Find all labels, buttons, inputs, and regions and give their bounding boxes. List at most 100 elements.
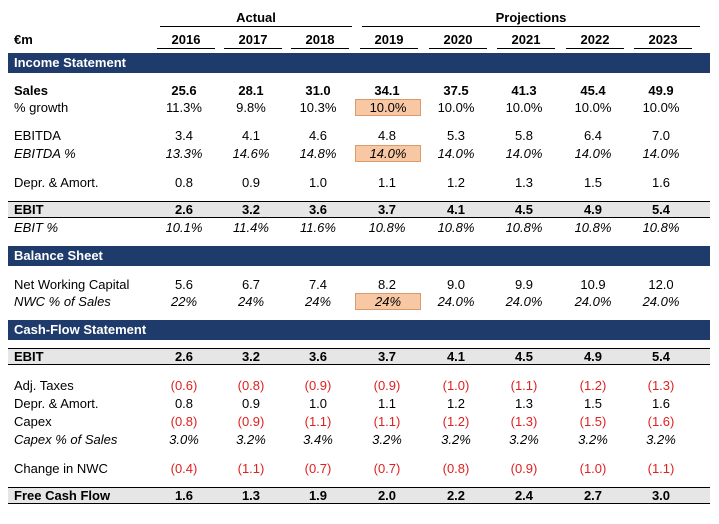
cell-2019: 10.8% <box>368 220 406 235</box>
cell-2017: 14.6% <box>232 146 270 161</box>
cell-2019: 1.1 <box>377 175 397 190</box>
cell-2022: 6.4 <box>583 128 603 143</box>
cell-2017: 28.1 <box>238 83 264 98</box>
row-label: Net Working Capital <box>14 277 130 292</box>
cell-2019: (0.9) <box>373 378 401 393</box>
cell-2018: 11.6% <box>300 220 336 235</box>
cell-2016: 2.6 <box>174 202 194 217</box>
cell-2020: 2.2 <box>446 488 466 503</box>
subtotal-ebit-bar <box>8 201 710 218</box>
cell-2017: 3.2% <box>236 432 266 447</box>
cell-2023: 5.4 <box>651 349 671 364</box>
year-2022: 2022 <box>566 32 624 49</box>
cell-2018: 1.0 <box>308 396 328 411</box>
cell-2021: 4.5 <box>514 349 534 364</box>
cell-2019: 3.2% <box>372 432 402 447</box>
row-label: Free Cash Flow <box>14 488 111 503</box>
cell-2020: 4.1 <box>446 349 466 364</box>
cell-2020: 10.0% <box>437 100 475 115</box>
cell-2019: 2.0 <box>377 488 397 503</box>
row-label: Depr. & Amort. <box>14 175 99 190</box>
row-label: Sales <box>14 83 48 98</box>
cell-2021: (1.3) <box>510 414 538 429</box>
row-cf-ebit: EBIT 2.6 3.2 3.6 3.7 4.1 4.5 4.9 5.4 <box>8 348 710 365</box>
row-label: Capex % of Sales <box>14 432 118 447</box>
cell-2020: 14.0% <box>437 146 475 161</box>
cell-2016: 1.6 <box>174 488 194 503</box>
row-nwc: Net Working Capital 5.6 6.7 7.4 8.2 9.0 9.9 10.… <box>8 276 710 293</box>
year-2023: 2023 <box>634 32 692 49</box>
row-label: % growth <box>14 100 69 115</box>
cell-2022: 45.4 <box>580 83 606 98</box>
cell-2016: 22% <box>170 294 198 309</box>
cell-2023: 49.9 <box>648 83 674 98</box>
cell-2018: 3.4% <box>303 432 333 447</box>
year-2019: 2019 <box>360 32 418 49</box>
cell-2022: 2.7 <box>583 488 603 503</box>
row-label: Depr. & Amort. <box>14 396 99 411</box>
cell-2017: 0.9 <box>241 175 261 190</box>
cell-2021: 1.3 <box>514 175 534 190</box>
cell-2023: 1.6 <box>651 396 671 411</box>
cell-2021: 9.9 <box>514 277 534 292</box>
cell-2019: 3.7 <box>377 202 397 217</box>
cell-2017: 3.2 <box>241 349 261 364</box>
row-label: Adj. Taxes <box>14 378 74 393</box>
cell-2018: 24% <box>304 294 332 309</box>
row-ebit: EBIT 2.6 3.2 3.6 3.7 4.1 4.5 4.9 5.4 <box>8 201 710 218</box>
cell-2020: 3.2% <box>441 432 471 447</box>
subtotal-cf-ebit-bar <box>8 348 710 365</box>
header-projections: Projections <box>362 10 700 27</box>
cell-2020: 9.0 <box>446 277 466 292</box>
cell-2022: 24.0% <box>574 294 612 309</box>
cell-2016: 3.4 <box>174 128 194 143</box>
cell-2018: 31.0 <box>305 83 331 98</box>
row-label: Change in NWC <box>14 461 108 476</box>
cell-2021: 41.3 <box>511 83 537 98</box>
cell-2016: 2.6 <box>174 349 194 364</box>
row-growth: % growth 11.3% 9.8% 10.3% 10.0% 10.0% 10.0% 10.… <box>8 99 710 116</box>
cell-2020: 4.1 <box>446 202 466 217</box>
cell-2023: 7.0 <box>651 128 671 143</box>
cell-2017: 24% <box>237 294 265 309</box>
cell-2017: 11.4% <box>233 220 269 235</box>
row-label: EBITDA % <box>14 146 76 161</box>
cell-2021: (0.9) <box>510 461 538 476</box>
cell-2021: 3.2% <box>509 432 539 447</box>
row-depr: Depr. & Amort. 0.8 0.9 1.0 1.1 1.2 1.3 1.5 1.6 <box>8 174 710 191</box>
cell-2023: 12.0 <box>648 277 674 292</box>
row-label: NWC % of Sales <box>14 294 111 309</box>
cell-2020: 1.2 <box>446 396 466 411</box>
cell-2018: 4.6 <box>308 128 328 143</box>
cell-2017: 1.3 <box>241 488 261 503</box>
cell-2021: 24.0% <box>505 294 543 309</box>
row-ebitda: EBITDA 3.4 4.1 4.6 4.8 5.3 5.8 6.4 7.0 <box>8 127 710 144</box>
cell-2023: 3.0 <box>651 488 671 503</box>
cell-2020: (1.2) <box>442 414 470 429</box>
cell-2016: (0.8) <box>170 414 198 429</box>
header-actual: Actual <box>160 10 352 27</box>
cell-2016: (0.4) <box>170 461 198 476</box>
cell-2022: 10.9 <box>580 277 606 292</box>
cell-2023: 1.6 <box>651 175 671 190</box>
cell-2021: (1.1) <box>510 378 538 393</box>
cell-2017: 0.9 <box>241 396 261 411</box>
cell-2022: 10.0% <box>574 100 612 115</box>
cell-2018: 3.6 <box>308 202 328 217</box>
cell-2022: 14.0% <box>574 146 612 161</box>
section-balance-sheet: Balance Sheet <box>8 246 710 266</box>
cell-2018: 1.0 <box>308 175 328 190</box>
cell-2022: 4.9 <box>583 202 603 217</box>
cell-2022: (1.2) <box>579 378 607 393</box>
cell-2023: 14.0% <box>642 146 680 161</box>
cell-2016: 13.3% <box>165 146 203 161</box>
cell-2020: (1.0) <box>442 378 470 393</box>
year-2017: 2017 <box>224 32 282 49</box>
year-2021: 2021 <box>497 32 555 49</box>
row-change-nwc: Change in NWC (0.4) (1.1) (0.7) (0.7) (0.8) (0… <box>8 460 710 477</box>
cell-2019: (0.7) <box>373 461 401 476</box>
cell-2018: 3.6 <box>308 349 328 364</box>
cell-2023: 10.0% <box>642 100 680 115</box>
cell-2019: 14.0% <box>355 145 421 162</box>
cell-2020: 1.2 <box>446 175 466 190</box>
